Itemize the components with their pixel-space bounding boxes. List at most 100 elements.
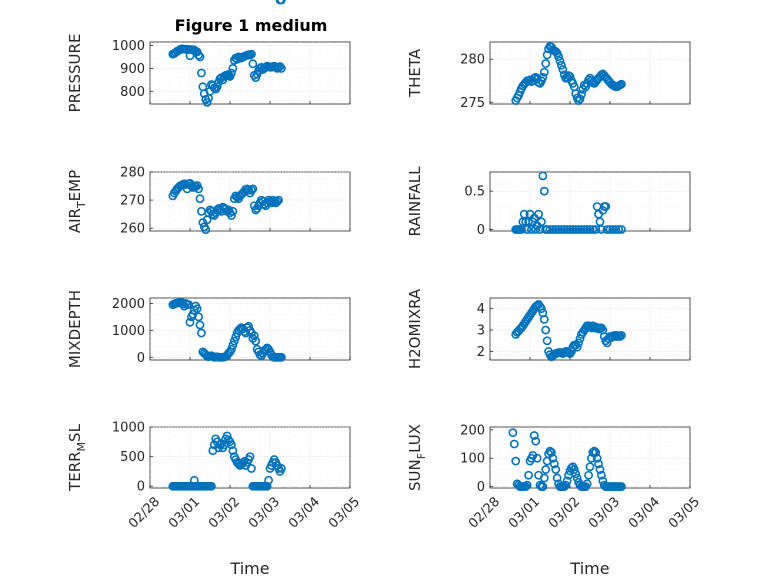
data-point <box>194 184 203 194</box>
data-point <box>608 225 618 234</box>
data-point <box>277 64 286 73</box>
data-point <box>539 314 549 324</box>
y-tick-label: 275 <box>460 96 485 111</box>
data-point <box>269 197 279 206</box>
data-point <box>271 62 281 72</box>
data-point <box>248 184 258 194</box>
y-tick-label: 280 <box>460 53 485 68</box>
data-point <box>541 465 551 474</box>
data-point <box>539 67 549 77</box>
data-point <box>201 225 211 234</box>
data-point <box>551 225 561 234</box>
y-tick-label: 270 <box>120 194 145 209</box>
data-point <box>545 446 555 456</box>
data-point <box>548 225 558 234</box>
data-point <box>262 481 272 491</box>
data-point <box>551 465 561 474</box>
subplot-mixdepth: 0 1000 2000 MIXDEPTH <box>66 290 351 368</box>
data-point <box>601 202 611 211</box>
y-tick-label: 500 <box>120 450 145 465</box>
subplot-airtemp: 260 270 280 AIRTEMP <box>66 0 351 237</box>
data-point <box>562 225 572 234</box>
data-point <box>589 446 599 456</box>
data-point <box>549 459 559 469</box>
data-point <box>561 480 571 490</box>
y-axis-label: RAINFALL <box>406 166 424 237</box>
data-point <box>228 446 238 456</box>
subplot-rainfall: 0 0.5 RAINFALL <box>406 166 691 238</box>
y-axis-label: AIRTEMP <box>66 170 88 233</box>
subplot-theta: 275 280 THETA <box>406 41 691 111</box>
data-point <box>531 225 541 234</box>
y-tick-label: 800 <box>120 85 145 100</box>
data-point <box>277 464 286 473</box>
data-point <box>195 320 205 330</box>
data-point <box>227 68 236 78</box>
data-point <box>585 225 595 234</box>
data-point <box>509 439 519 449</box>
data-point <box>185 317 195 327</box>
data-point <box>195 194 205 204</box>
data-point <box>511 456 521 466</box>
y-tick-label: 260 <box>120 222 145 237</box>
data-point <box>574 225 583 234</box>
y-tick-label: 0 <box>477 480 485 495</box>
data-point <box>617 331 626 340</box>
data-point <box>555 56 565 66</box>
y-axis-label: THETA <box>406 48 424 98</box>
subplot-h2omixra: 2 3 4 H2OMIXRA <box>406 288 691 369</box>
data-point <box>554 52 563 62</box>
data-point <box>587 453 596 463</box>
data-point <box>562 476 572 486</box>
data-point <box>585 462 595 472</box>
data-point <box>274 195 283 205</box>
data-point <box>272 197 282 206</box>
data-point <box>202 97 212 107</box>
data-point <box>542 225 552 234</box>
data-point <box>602 225 612 234</box>
data-point <box>541 59 551 68</box>
data-point <box>531 436 541 446</box>
data-point <box>187 181 196 191</box>
data-point <box>541 325 551 335</box>
data-point <box>538 72 548 82</box>
data-point <box>247 464 256 473</box>
y-axis-label: H2OMIXRA <box>406 288 424 369</box>
data-point <box>248 59 258 69</box>
data-point <box>534 209 543 219</box>
data-point <box>524 470 533 480</box>
data-point <box>574 338 583 348</box>
data-point <box>228 340 238 350</box>
y-tick-label: 0.5 <box>464 185 485 200</box>
data-point <box>582 225 592 234</box>
y-tick-label: 1000 <box>112 421 145 436</box>
data-point <box>537 217 546 227</box>
data-point <box>577 225 586 234</box>
data-point <box>571 469 581 479</box>
data-point <box>548 453 558 463</box>
x-axis-label: Time <box>229 559 269 578</box>
data-point <box>617 79 626 89</box>
data-point <box>559 225 569 234</box>
y-tick-label: 2 <box>477 345 485 360</box>
y-tick-label: 1000 <box>112 324 145 339</box>
data-point <box>195 52 205 62</box>
y-tick-label: 900 <box>120 62 145 77</box>
data-point <box>247 185 256 195</box>
y-tick-label: 0 <box>137 480 145 495</box>
figure-title: Figure 1 medium <box>175 16 328 35</box>
data-point <box>212 82 222 92</box>
data-point <box>591 448 601 457</box>
data-point <box>597 225 606 234</box>
data-point <box>539 473 549 483</box>
data-point <box>542 50 552 60</box>
data-point <box>557 225 566 234</box>
data-point <box>538 171 548 181</box>
data-point <box>572 342 582 352</box>
y-tick-label: 4 <box>477 302 485 317</box>
data-point <box>542 336 552 346</box>
data-point <box>522 480 532 490</box>
data-point <box>617 225 626 234</box>
y-tick-label: 100 <box>460 452 485 467</box>
data-point <box>575 94 585 104</box>
